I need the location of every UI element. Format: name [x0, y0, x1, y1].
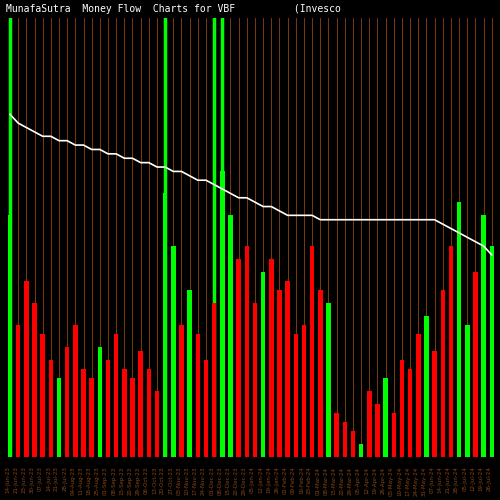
Bar: [490, 246, 494, 457]
Bar: [236, 259, 241, 457]
Bar: [440, 290, 445, 457]
Bar: [179, 325, 184, 457]
Bar: [302, 325, 306, 457]
Bar: [244, 246, 249, 457]
Bar: [163, 194, 168, 457]
Bar: [154, 391, 159, 457]
Bar: [286, 281, 290, 457]
Bar: [318, 290, 322, 457]
Bar: [448, 246, 453, 457]
Bar: [57, 378, 62, 457]
Bar: [204, 360, 208, 457]
Bar: [90, 378, 94, 457]
Bar: [277, 290, 281, 457]
Bar: [359, 444, 364, 457]
Bar: [424, 316, 428, 457]
Bar: [40, 334, 45, 457]
Bar: [482, 216, 486, 457]
Bar: [465, 325, 469, 457]
Bar: [146, 369, 151, 457]
Bar: [228, 216, 232, 457]
Bar: [32, 303, 37, 457]
Bar: [16, 325, 20, 457]
Bar: [65, 347, 70, 457]
Bar: [48, 360, 53, 457]
Bar: [171, 246, 175, 457]
Bar: [252, 303, 257, 457]
Bar: [82, 369, 86, 457]
Bar: [367, 391, 372, 457]
Bar: [457, 202, 462, 457]
Bar: [310, 246, 314, 457]
Bar: [114, 334, 118, 457]
Bar: [106, 360, 110, 457]
Bar: [24, 281, 28, 457]
Bar: [408, 369, 412, 457]
Text: MunafaSutra  Money Flow  Charts for VBF          (Invesco                       : MunafaSutra Money Flow Charts for VBF (I…: [6, 4, 500, 14]
Bar: [473, 272, 478, 457]
Bar: [392, 413, 396, 457]
Bar: [261, 272, 266, 457]
Bar: [342, 422, 347, 457]
Bar: [294, 334, 298, 457]
Bar: [73, 325, 78, 457]
Bar: [416, 334, 420, 457]
Bar: [138, 352, 143, 457]
Bar: [220, 172, 224, 457]
Bar: [8, 216, 12, 457]
Bar: [269, 259, 274, 457]
Bar: [350, 430, 355, 457]
Bar: [375, 404, 380, 457]
Bar: [130, 378, 134, 457]
Bar: [384, 378, 388, 457]
Bar: [196, 334, 200, 457]
Bar: [326, 303, 330, 457]
Bar: [98, 347, 102, 457]
Bar: [334, 413, 339, 457]
Bar: [122, 369, 126, 457]
Bar: [400, 360, 404, 457]
Bar: [212, 303, 216, 457]
Bar: [432, 352, 437, 457]
Bar: [188, 290, 192, 457]
